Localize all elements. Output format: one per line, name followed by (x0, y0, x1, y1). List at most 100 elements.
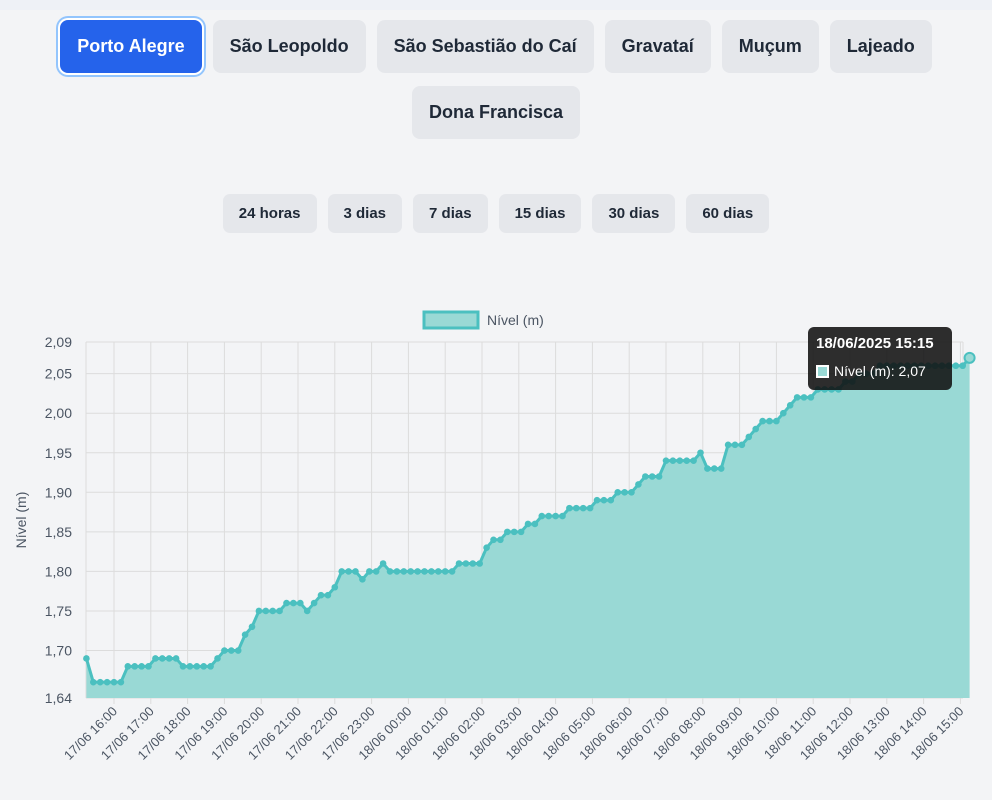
data-point[interactable] (655, 473, 663, 480)
period-button-24-horas[interactable]: 24 horas (222, 194, 317, 233)
data-point[interactable] (497, 536, 504, 544)
data-point[interactable] (372, 568, 380, 575)
station-button-gravatai[interactable]: Gravataí (604, 20, 711, 73)
data-point[interactable] (648, 473, 656, 480)
data-point[interactable] (338, 568, 346, 575)
period-button-15-dias[interactable]: 15 dias (498, 194, 582, 233)
data-point[interactable] (186, 663, 194, 670)
data-point[interactable] (331, 583, 339, 591)
data-point[interactable] (414, 568, 421, 575)
data-point[interactable] (455, 560, 463, 567)
data-point[interactable] (228, 647, 235, 654)
data-point[interactable] (407, 568, 415, 575)
data-point[interactable] (234, 647, 242, 654)
water-level-chart[interactable]: 1,64 1,70 1,75 1,80 1,85 1,90 1,95 2,00 2,05 2,09… (0, 296, 992, 800)
data-point[interactable] (214, 655, 221, 662)
data-point[interactable] (103, 678, 111, 686)
data-point[interactable] (352, 568, 359, 575)
data-point[interactable] (366, 568, 373, 575)
data-point[interactable] (117, 678, 125, 686)
data-point[interactable] (524, 520, 532, 528)
data-point[interactable] (255, 607, 263, 615)
data-point[interactable] (607, 496, 615, 504)
data-point[interactable] (510, 528, 518, 536)
data-point[interactable] (221, 647, 228, 654)
data-point[interactable] (269, 607, 277, 615)
data-point[interactable] (538, 512, 546, 520)
data-point[interactable] (345, 568, 352, 575)
data-point[interactable] (110, 678, 118, 686)
data-point[interactable] (952, 362, 960, 370)
data-point[interactable] (469, 560, 477, 567)
data-point[interactable] (379, 560, 387, 567)
data-point[interactable] (586, 504, 594, 512)
data-point[interactable] (324, 591, 332, 599)
station-button-mucum[interactable]: Muçum (721, 20, 819, 73)
data-point[interactable] (717, 465, 725, 472)
data-point[interactable] (490, 536, 497, 544)
data-point[interactable] (669, 457, 677, 464)
data-point[interactable] (435, 568, 442, 575)
data-point[interactable] (193, 663, 201, 670)
data-point[interactable] (297, 599, 304, 607)
data-point[interactable] (428, 568, 435, 575)
data-point[interactable] (207, 663, 214, 670)
data-point[interactable] (662, 457, 670, 464)
data-point[interactable] (462, 560, 470, 567)
data-point[interactable] (393, 568, 401, 575)
data-point[interactable] (593, 496, 601, 504)
data-point[interactable] (807, 394, 815, 401)
data-point[interactable] (628, 489, 635, 496)
data-point[interactable] (400, 568, 408, 575)
data-point[interactable] (635, 481, 642, 488)
data-point[interactable] (600, 496, 608, 504)
data-point[interactable] (517, 528, 525, 536)
station-button-porto-alegre[interactable]: Porto Alegre (60, 20, 202, 73)
data-point[interactable] (773, 417, 780, 425)
data-point[interactable] (276, 607, 283, 615)
data-point[interactable] (759, 417, 766, 425)
data-point[interactable] (145, 663, 152, 670)
data-point[interactable] (241, 631, 249, 639)
data-point[interactable] (614, 489, 621, 496)
data-point[interactable] (476, 560, 484, 567)
data-point[interactable] (752, 425, 759, 433)
data-point[interactable] (552, 512, 559, 520)
data-point[interactable] (745, 433, 753, 441)
data-point[interactable] (566, 504, 573, 512)
data-point[interactable] (963, 351, 976, 364)
data-point[interactable] (283, 599, 290, 607)
data-point[interactable] (959, 362, 966, 370)
period-button-30-dias[interactable]: 30 dias (592, 194, 676, 233)
station-button-sao-sebastiao-do-cai[interactable]: São Sebastião do Caí (376, 20, 594, 73)
data-point[interactable] (290, 599, 297, 607)
station-button-lajeado[interactable]: Lajeado (829, 20, 932, 73)
station-button-sao-leopoldo[interactable]: São Leopoldo (212, 20, 366, 73)
station-button-dona-francisca[interactable]: Dona Francisca (411, 86, 581, 139)
data-point[interactable] (690, 457, 697, 464)
data-point[interactable] (573, 504, 580, 512)
data-point[interactable] (559, 512, 566, 520)
data-point[interactable] (83, 655, 90, 662)
data-point[interactable] (172, 655, 180, 662)
data-point[interactable] (262, 607, 270, 615)
data-point[interactable] (724, 441, 732, 449)
data-point[interactable] (800, 394, 808, 401)
data-point[interactable] (386, 568, 394, 575)
data-point[interactable] (766, 417, 773, 425)
data-point[interactable] (152, 655, 159, 662)
data-point[interactable] (90, 678, 97, 686)
period-button-60-dias[interactable]: 60 dias (686, 194, 770, 233)
data-point[interactable] (421, 568, 428, 575)
data-point[interactable] (704, 465, 711, 472)
chart-legend[interactable]: Nível (m) (422, 310, 544, 330)
data-point[interactable] (159, 655, 166, 662)
data-point[interactable] (200, 663, 207, 670)
data-point[interactable] (441, 568, 449, 575)
data-point[interactable] (124, 663, 132, 670)
data-point[interactable] (531, 520, 539, 528)
data-point[interactable] (621, 489, 628, 496)
data-point[interactable] (448, 568, 456, 575)
data-point[interactable] (310, 599, 318, 607)
data-point[interactable] (179, 663, 187, 670)
